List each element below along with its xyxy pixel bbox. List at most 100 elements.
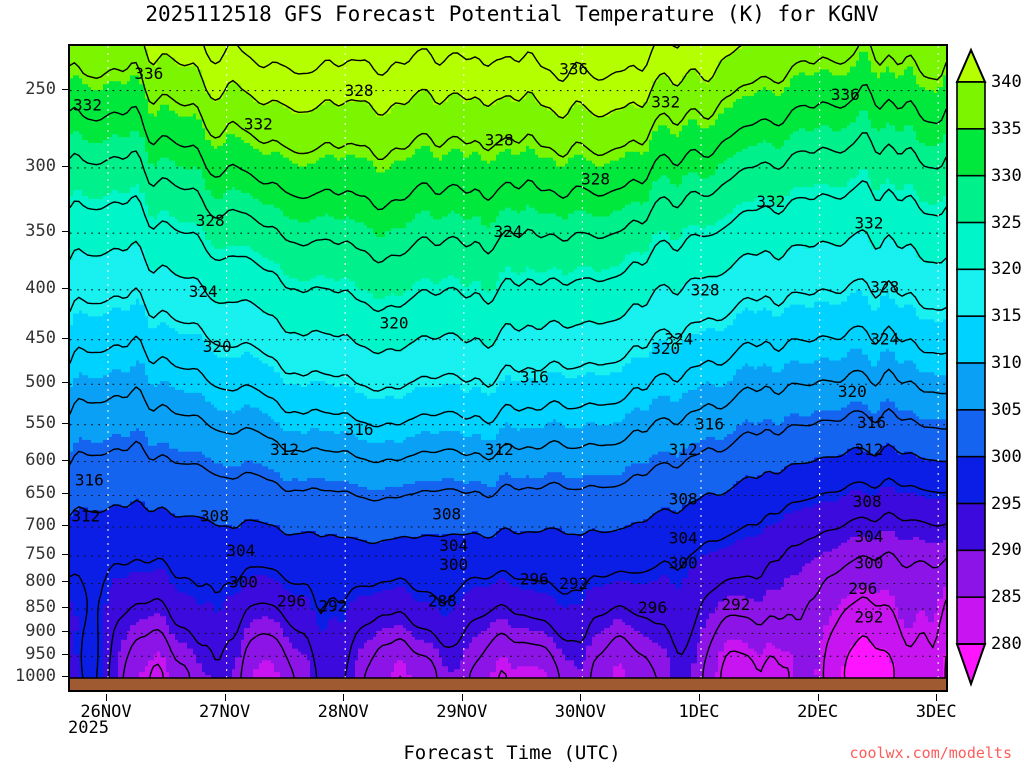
contour-label: 324 bbox=[494, 222, 523, 241]
y-axis-label: 700 bbox=[25, 514, 56, 535]
x-axis-label: 26NOV bbox=[80, 702, 132, 722]
contour-label: 292 bbox=[559, 574, 588, 593]
x-axis-tick bbox=[817, 694, 819, 701]
y-axis-tick bbox=[62, 607, 68, 609]
contour-label: 312 bbox=[71, 506, 100, 525]
x-axis-tick bbox=[936, 694, 938, 701]
colorbar-label: 315 bbox=[991, 306, 1022, 327]
colorbar: 340 335 330 325 320 315 310 305 300 295 290 285 280 bbox=[953, 44, 1023, 694]
colorbar-label: 300 bbox=[991, 446, 1022, 467]
x-axis-title: Forecast Time (UTC) bbox=[403, 742, 621, 764]
y-axis-tick bbox=[62, 287, 68, 289]
y-axis-label: 250 bbox=[25, 78, 56, 99]
colorbar-band bbox=[956, 221, 986, 271]
colorbar-band bbox=[956, 502, 986, 552]
contour-label: 300 bbox=[229, 573, 258, 592]
contour-label: 288 bbox=[428, 592, 457, 611]
y-axis-tick bbox=[62, 382, 68, 384]
x-axis: 26NOV 27NOV 28NOV 29NOV 30NOV 1DEC 2DEC 3DEC bbox=[68, 694, 957, 734]
y-axis-tick bbox=[62, 524, 68, 526]
y-axis-tick bbox=[62, 554, 68, 556]
contour-label: 324 bbox=[870, 329, 899, 348]
contour-label: 336 bbox=[831, 85, 860, 104]
contour-label: 308 bbox=[853, 492, 882, 511]
y-axis-label: 1000 bbox=[15, 666, 56, 686]
watermark: coolwx.com/modelts bbox=[849, 744, 1012, 762]
x-axis-label: 30NOV bbox=[554, 702, 606, 722]
x-axis-tick bbox=[580, 694, 582, 701]
colorbar-label: 310 bbox=[991, 353, 1022, 373]
contour-label: 312 bbox=[270, 440, 299, 459]
colorbar-label: 280 bbox=[991, 634, 1022, 654]
contour-label: 312 bbox=[854, 440, 883, 459]
x-axis-tick bbox=[699, 694, 700, 701]
colorbar-band bbox=[956, 268, 986, 318]
y-axis-label: 450 bbox=[25, 327, 56, 348]
y-axis-tick bbox=[62, 337, 68, 339]
colorbar-label: 285 bbox=[991, 587, 1022, 608]
contour-label: 316 bbox=[345, 420, 374, 439]
contour-label: 332 bbox=[854, 214, 883, 233]
y-axis-label: 850 bbox=[25, 597, 56, 618]
contour-label: 336 bbox=[559, 60, 588, 79]
contour-label: 292 bbox=[318, 597, 347, 616]
colorbar-label: 325 bbox=[991, 212, 1022, 233]
y-axis-labels: 250 300 350 400 450 500 550 600 650 700 750 800 850 9… bbox=[0, 44, 66, 692]
colorbar-label: 340 bbox=[991, 72, 1022, 92]
contour-label: 316 bbox=[857, 413, 886, 432]
x-axis-tick bbox=[224, 694, 226, 701]
x-axis-label: 3DEC bbox=[915, 702, 957, 722]
colorbar-label: 295 bbox=[991, 493, 1022, 514]
grid-lines bbox=[70, 46, 946, 678]
contour-label: 300 bbox=[439, 555, 468, 574]
contour-label: 304 bbox=[439, 536, 468, 555]
page-title: 2025112518 GFS Forecast Potential Temper… bbox=[145, 2, 879, 26]
x-axis-tick bbox=[343, 694, 345, 701]
contour-label: 328 bbox=[196, 211, 225, 230]
colorbar-band bbox=[956, 455, 986, 505]
colorbar-band bbox=[956, 362, 986, 412]
y-axis-label: 800 bbox=[25, 571, 56, 592]
contour-label: 300 bbox=[854, 554, 883, 573]
contour-label: 324 bbox=[664, 329, 693, 348]
contour-label: 316 bbox=[520, 367, 549, 386]
contour-label: 300 bbox=[669, 554, 698, 573]
contour-label: 328 bbox=[581, 170, 610, 189]
contour-label: 332 bbox=[244, 115, 273, 134]
contour-label: 308 bbox=[669, 489, 698, 508]
x-axis-year: 2025 bbox=[68, 718, 109, 738]
contour-field: 336 332 332 328 328 336 328 332 336 328 324 332 332 3… bbox=[70, 46, 946, 690]
contour-label: 296 bbox=[638, 598, 667, 617]
colorbar-label: 305 bbox=[991, 399, 1022, 420]
y-axis-label: 400 bbox=[25, 277, 56, 298]
y-axis-tick bbox=[62, 165, 68, 167]
y-axis-label: 600 bbox=[25, 449, 56, 470]
contour-label: 304 bbox=[854, 527, 883, 546]
y-axis-label: 750 bbox=[25, 544, 56, 565]
x-axis-label: 29NOV bbox=[436, 702, 488, 722]
colorbar-extend-top bbox=[955, 47, 987, 83]
x-axis-label: 1DEC bbox=[678, 702, 720, 722]
x-axis-tick bbox=[461, 694, 463, 701]
contour-label: 316 bbox=[695, 415, 724, 434]
contour-lines bbox=[70, 46, 946, 679]
contour-label: 328 bbox=[485, 130, 514, 149]
y-axis-label: 650 bbox=[25, 483, 56, 504]
x-axis-tick bbox=[106, 694, 107, 701]
y-axis-tick bbox=[62, 422, 68, 424]
y-axis-tick bbox=[62, 231, 68, 233]
contour-label: 316 bbox=[75, 470, 104, 489]
y-axis-label: 350 bbox=[25, 221, 56, 242]
contour-label: 296 bbox=[520, 570, 549, 589]
colorbar-swatches bbox=[955, 47, 987, 688]
y-axis-ticks bbox=[0, 44, 68, 692]
contour-label: 292 bbox=[721, 595, 750, 614]
colorbar-band bbox=[956, 128, 986, 177]
colorbar-band bbox=[956, 174, 986, 224]
contour-label: 320 bbox=[203, 337, 232, 356]
colorbar-band bbox=[956, 596, 986, 646]
contour-label: 304 bbox=[226, 541, 255, 560]
contour-label: 308 bbox=[432, 504, 461, 523]
contour-label: 296 bbox=[277, 592, 306, 611]
y-axis-tick bbox=[62, 88, 68, 90]
